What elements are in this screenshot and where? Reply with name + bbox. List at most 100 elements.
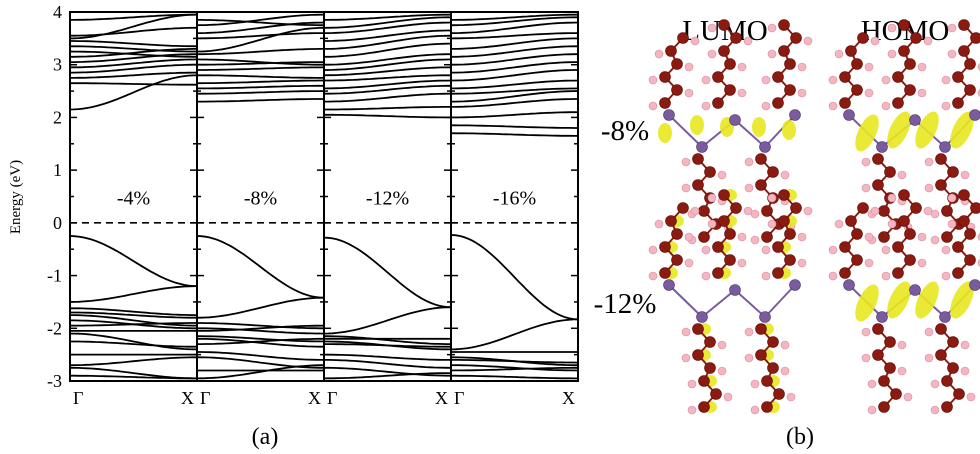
hydrogen-atom bbox=[803, 36, 813, 46]
carbon-atom bbox=[730, 32, 742, 44]
hydrogen-atom bbox=[780, 170, 790, 180]
x-tick-label-x: X bbox=[181, 388, 194, 408]
hydrogen-atom bbox=[947, 49, 957, 59]
hydrogen-atom bbox=[707, 193, 717, 203]
carbon-atom bbox=[761, 401, 773, 413]
carbon-atom bbox=[878, 231, 890, 243]
hydrogen-atom bbox=[887, 23, 897, 33]
hydrogen-atom bbox=[717, 366, 727, 376]
band-line bbox=[324, 42, 451, 58]
carbon-atom bbox=[952, 97, 964, 109]
carbon-atom bbox=[941, 401, 953, 413]
band-line bbox=[324, 13, 451, 21]
band-line bbox=[70, 13, 197, 21]
hydrogen-atom bbox=[786, 392, 796, 402]
band-line bbox=[451, 21, 578, 34]
hydrogen-atom bbox=[681, 353, 691, 363]
carbon-atom bbox=[941, 231, 953, 243]
carbon-atom bbox=[851, 254, 863, 266]
hydrogen-atom bbox=[828, 271, 838, 281]
hydrogen-atom bbox=[767, 193, 777, 203]
band-line bbox=[324, 53, 451, 66]
carbon-atom bbox=[710, 388, 722, 400]
band-line bbox=[324, 236, 451, 309]
orbital-lobe bbox=[950, 281, 974, 319]
hydrogen-atom bbox=[828, 75, 838, 85]
hydrogen-atom bbox=[684, 258, 694, 268]
band-line bbox=[197, 351, 324, 361]
orbital-lobe bbox=[782, 120, 796, 140]
x-tick-label-gamma: Γ bbox=[454, 388, 464, 408]
band-line bbox=[451, 366, 578, 372]
hydrogen-atom bbox=[917, 88, 927, 98]
band-line bbox=[324, 353, 451, 361]
carbon-atom bbox=[772, 71, 784, 83]
hydrogen-atom bbox=[897, 170, 907, 180]
carbon-atom bbox=[671, 84, 683, 96]
carbon-atom bbox=[872, 179, 884, 191]
band-panel: -4% Γ X bbox=[69, 11, 198, 408]
carbon-atom bbox=[671, 58, 683, 70]
band-line bbox=[197, 337, 324, 345]
carbon-atom bbox=[712, 241, 724, 253]
hydrogen-atom bbox=[924, 157, 934, 167]
band-line bbox=[324, 335, 451, 345]
band-line bbox=[70, 374, 197, 380]
carbon-atom bbox=[872, 349, 884, 361]
band-line bbox=[197, 79, 324, 85]
band-line bbox=[70, 63, 197, 74]
carbon-atom bbox=[839, 71, 851, 83]
x-tick-label-gamma: Γ bbox=[327, 388, 337, 408]
hydrogen-atom bbox=[864, 62, 874, 72]
y-tick-label: 2 bbox=[53, 107, 62, 127]
hydrogen-atom bbox=[750, 405, 760, 415]
x-tick-label-gamma: Γ bbox=[73, 388, 83, 408]
carbon-atom bbox=[698, 375, 710, 387]
band-line bbox=[324, 372, 451, 380]
nitrogen-atom bbox=[876, 141, 888, 153]
carbon-atom bbox=[778, 189, 790, 201]
carbon-atom bbox=[692, 179, 704, 191]
carbon-atom bbox=[755, 153, 767, 165]
carbon-atom bbox=[964, 228, 976, 240]
carbon-atom bbox=[878, 401, 890, 413]
carbon-atom bbox=[958, 215, 970, 227]
orbital-panel: LUMO HOMO -8% -12% (b) bbox=[594, 15, 980, 450]
carbon-atom bbox=[704, 336, 716, 348]
carbon-atom bbox=[952, 241, 964, 253]
carbon-atom bbox=[898, 45, 910, 57]
carbon-atom bbox=[904, 58, 916, 70]
orbital-lobe bbox=[752, 117, 766, 137]
carbon-atom bbox=[784, 58, 796, 70]
carbon-atom bbox=[698, 231, 710, 243]
carbon-atom bbox=[692, 323, 704, 335]
band-line bbox=[197, 335, 324, 343]
carbon-atom bbox=[761, 231, 773, 243]
hydrogen-atom bbox=[867, 405, 877, 415]
carbon-atom bbox=[784, 84, 796, 96]
carbon-atom bbox=[935, 179, 947, 191]
band-line bbox=[451, 98, 578, 108]
hydrogen-atom bbox=[701, 245, 711, 255]
hydrogen-atom bbox=[923, 36, 933, 46]
carbon-atom bbox=[778, 45, 790, 57]
homo-molecule bbox=[828, 19, 980, 245]
band-line bbox=[70, 48, 197, 58]
carbon-atom bbox=[767, 166, 779, 178]
hydrogen-atom bbox=[761, 75, 771, 85]
nitrogen-atom bbox=[729, 284, 741, 296]
y-tick-label: 4 bbox=[53, 2, 62, 22]
orbital-lobe bbox=[915, 281, 939, 319]
hydrogen-atom bbox=[966, 392, 976, 402]
band-line bbox=[324, 79, 451, 90]
carbon-atom bbox=[947, 362, 959, 374]
carbon-atom bbox=[952, 71, 964, 83]
carbon-atom bbox=[698, 205, 710, 217]
band-line bbox=[197, 48, 324, 56]
hydrogen-atom bbox=[648, 75, 658, 85]
band-line bbox=[451, 69, 578, 82]
band-line bbox=[451, 32, 578, 40]
y-tick-label: 1 bbox=[53, 160, 62, 180]
hydrogen-atom bbox=[761, 245, 771, 255]
